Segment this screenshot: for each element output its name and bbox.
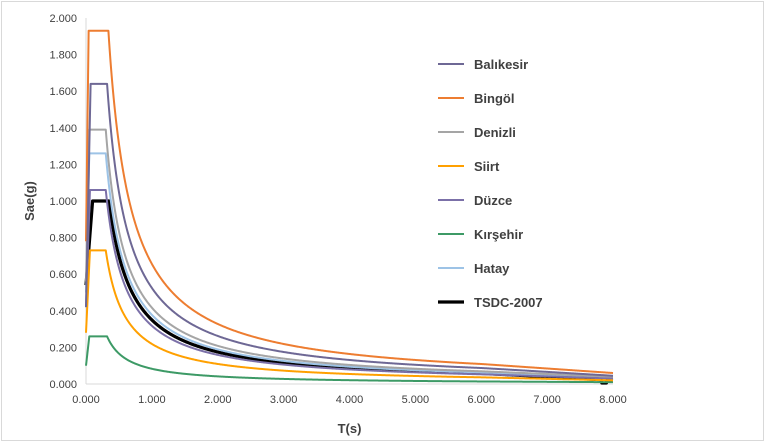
y-tick-label: 1.400 xyxy=(49,123,77,135)
y-tick-label: 2.000 xyxy=(49,13,77,25)
legend: Balıkesir Bingöl Denizli Siirt Düzce Kırşehir… xyxy=(438,57,543,310)
series-line-siirt xyxy=(85,249,614,382)
y-tick-label: 1.000 xyxy=(49,196,77,208)
plot-lines xyxy=(84,29,614,385)
series-line-denizli xyxy=(85,128,614,378)
y-axis-title: Sae(g) xyxy=(22,181,37,221)
y-tick-label: 1.600 xyxy=(49,86,77,98)
x-tick-label: 6.000 xyxy=(467,394,495,406)
legend-label-hatay: Hatay xyxy=(474,261,510,276)
x-tick-label: 3.000 xyxy=(270,394,298,406)
x-tick-label: 1.000 xyxy=(138,394,166,406)
series-line-tsdc-2007 xyxy=(84,199,614,385)
series-line-bing-l xyxy=(85,29,614,375)
x-tick-label: 8.000 xyxy=(599,394,627,406)
x-tick-label: 7.000 xyxy=(533,394,561,406)
series-line-k-r-ehir xyxy=(85,335,614,384)
y-tick-labels: 0.000 0.200 0.400 0.600 0.800 1.000 1.200 1.400… xyxy=(49,13,77,391)
x-axis-title: T(s) xyxy=(338,421,362,436)
x-tick-labels: 0.000 1.000 2.000 3.000 4.000 5.000 6.000 7.000… xyxy=(72,394,627,406)
x-tick-label: 2.000 xyxy=(204,394,232,406)
y-tick-label: 0.600 xyxy=(49,269,77,281)
legend-label-siirt: Siirt xyxy=(474,159,500,174)
series-line-bal-kesir xyxy=(85,82,614,377)
series-line-d-zce xyxy=(85,189,614,380)
legend-label-bing-l: Bingöl xyxy=(474,91,514,106)
legend-label-tsdc-2007: TSDC-2007 xyxy=(474,295,543,310)
y-tick-label: 0.200 xyxy=(49,342,77,354)
x-tick-label: 0.000 xyxy=(72,394,100,406)
y-tick-label: 0.400 xyxy=(49,306,77,318)
x-tick-label: 5.000 xyxy=(402,394,430,406)
series-line-hatay xyxy=(85,152,614,379)
legend-label-denizli: Denizli xyxy=(474,125,516,140)
legend-label-bal-kesir: Balıkesir xyxy=(474,57,528,72)
y-tick-label: 1.800 xyxy=(49,50,77,62)
y-tick-label: 0.800 xyxy=(49,233,77,245)
x-tick-label: 4.000 xyxy=(336,394,364,406)
legend-label-d-zce: Düzce xyxy=(474,193,512,208)
y-tick-label: 1.200 xyxy=(49,159,77,171)
y-tick-label: 0.000 xyxy=(49,379,77,391)
legend-label-k-r-ehir: Kırşehir xyxy=(474,227,523,242)
